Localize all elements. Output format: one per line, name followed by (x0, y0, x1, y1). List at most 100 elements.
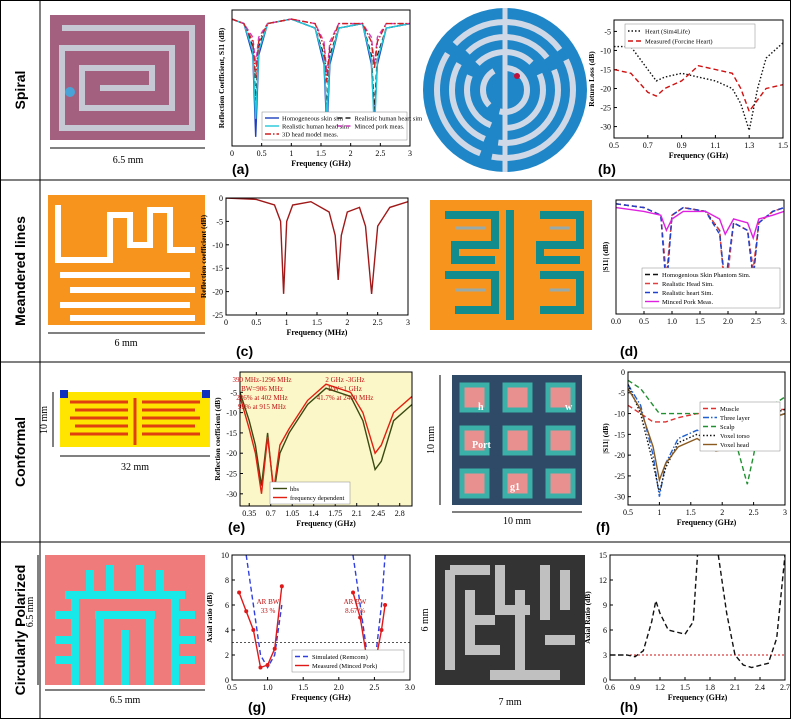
plot-frame (627, 371, 786, 506)
legend-label: Homogenious Skin Phantom Sim. (662, 272, 751, 279)
x-tick-label: 0.9 (630, 683, 640, 692)
plot-frame (613, 19, 784, 139)
legend-label: Three layer (720, 415, 751, 422)
dimension-label: 6 mm (114, 338, 137, 349)
x-tick-label: 1.0 (667, 317, 677, 326)
x-tick-label: 1 (285, 318, 289, 327)
x-tick-label: 1.5 (680, 683, 690, 692)
annotation: AR BW (344, 598, 367, 606)
marker (258, 665, 263, 670)
x-tick-label: 0.7 (266, 509, 276, 518)
plot-frame (609, 554, 786, 681)
chart: 0.0 0.5 1.0 1.5 2.0 2.5 3. Homogenious Skin Pha… (601, 199, 787, 359)
legend-box (261, 111, 408, 141)
x-tick-label: 0.7 (643, 141, 653, 150)
y-axis-label: Return Loss (dB) (587, 51, 596, 107)
y-tick-label: -15 (212, 264, 223, 273)
y-tick-label: -30 (226, 490, 237, 499)
series-line (610, 555, 785, 669)
x-tick-label: 1.5 (686, 508, 696, 517)
annotation: 41.7% at 2400 MHz (317, 394, 374, 402)
panel-label: (d) (620, 343, 638, 359)
legend-label: hbs (290, 486, 300, 493)
series-line (240, 387, 412, 494)
y-tick-label: -25 (226, 470, 237, 479)
y-tick-label: -30 (600, 123, 611, 132)
x-tick-label: 1.0 (263, 683, 273, 692)
legend-box (291, 649, 405, 673)
x-tick-label: 1.05 (285, 509, 299, 518)
y-tick-label: -15 (226, 429, 237, 438)
marker (265, 663, 270, 667)
annotation: 33 % (261, 607, 276, 615)
y-axis-label: Reflection coefficient (dB) (213, 397, 222, 481)
dimension-label: g1 (510, 482, 520, 493)
x-axis-label: Frequency (GHz) (291, 693, 351, 702)
y-tick-label: -5 (230, 388, 237, 397)
legend-label: frequency dependent (290, 495, 345, 502)
dimension-label: h (478, 402, 484, 413)
y-tick-label: -20 (614, 451, 625, 460)
y-axis-label: Axial Ratio (dB) (583, 591, 592, 644)
row-label: Circularly Polarized (12, 565, 28, 696)
x-tick-label: 1.2 (655, 683, 665, 692)
panel-label: (h) (620, 699, 638, 715)
legend-label: Heart (Sim4Life) (645, 29, 690, 36)
y-tick-label: -10 (226, 409, 237, 418)
y-tick-label: 3 (603, 651, 607, 660)
y-tick-label: 0 (603, 676, 607, 685)
marker (379, 628, 384, 632)
x-tick-label: 0.0 (611, 317, 621, 326)
plot-frame (239, 371, 413, 507)
legend-label: Muscle (720, 406, 739, 413)
annotation: BW=906 MHz (241, 385, 283, 393)
antenna-image (430, 200, 592, 330)
y-tick-label: 0 (219, 194, 223, 203)
x-axis-label: Frequency (GHz) (291, 159, 351, 168)
marker (358, 615, 363, 620)
series-line (614, 64, 783, 113)
panel-label: (e) (228, 519, 245, 535)
dimension-label: 10 mm (39, 406, 50, 434)
x-tick-label: 2.7 (780, 683, 790, 692)
marker (237, 590, 242, 595)
antenna-image: 6 mm 7 mm (420, 555, 585, 708)
x-axis-label: Frequency (GHz) (668, 693, 728, 702)
x-tick-label: 0.5 (227, 683, 237, 692)
series-line (226, 198, 408, 294)
x-tick-label: 0.5 (609, 141, 619, 150)
legend-label: Voxel torso (720, 433, 750, 440)
annotation: 8.67 % (345, 607, 365, 615)
y-tick-label: 8 (225, 576, 229, 585)
dimension-label: 7 mm (498, 697, 521, 708)
dimension-label: 6.5 mm (110, 695, 141, 706)
series-line (614, 42, 783, 131)
chart: 0.5 1.0 1.5 2.0 2.5 3.0 0 2 4 6 8 10 Simulated (Remc… (205, 551, 415, 715)
series-line (240, 383, 412, 494)
x-tick-label: 1.75 (328, 509, 342, 518)
row-label: Spiral (12, 71, 28, 110)
antenna-image: 6.5 mm 6.5 mm (25, 555, 205, 706)
x-tick-label: 2.5 (751, 317, 761, 326)
x-tick-label: 0.5 (639, 317, 649, 326)
legend-label: Measured (Minced Pork) (312, 663, 377, 670)
dimension-label: 32 mm (121, 462, 149, 473)
panel-label: (b) (598, 161, 616, 177)
y-tick-label: -10 (600, 46, 611, 55)
plot-frame (231, 554, 411, 681)
y-axis-label: |S11| (dB) (601, 241, 610, 272)
x-axis-label: Frequency (MHz) (287, 328, 348, 337)
y-tick-label: -15 (614, 430, 625, 439)
legend-label: 3D head model meas. (282, 132, 339, 139)
annotation: 226% at 402 MHz (236, 394, 288, 402)
x-tick-label: 2.0 (723, 317, 733, 326)
panel-label: (f) (596, 519, 610, 535)
y-tick-label: 6 (225, 601, 229, 610)
x-tick-label: 1.5 (778, 141, 788, 150)
x-tick-label: 3 (408, 149, 412, 158)
series-line (616, 206, 784, 241)
legend-label: Measured (Forcine Heart) (645, 39, 713, 46)
x-tick-label: 0 (230, 149, 234, 158)
annotation: BW=1 GHz (328, 385, 362, 393)
